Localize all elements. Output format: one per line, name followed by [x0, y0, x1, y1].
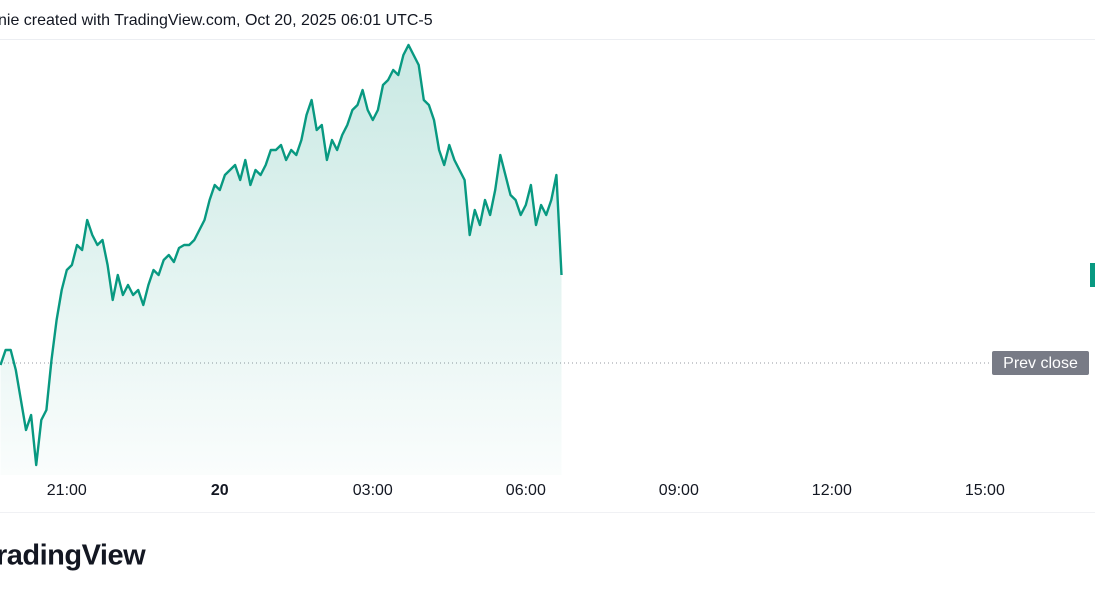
- x-tick-label: 12:00: [812, 482, 852, 499]
- x-tick-label: 15:00: [965, 482, 1005, 499]
- x-tick-label: 09:00: [659, 482, 699, 499]
- area: [0, 45, 562, 475]
- chart-title: nie created with TradingView.com, Oct 20…: [0, 12, 433, 29]
- x-tick-label: 06:00: [506, 482, 546, 499]
- logo: radingView: [0, 540, 146, 572]
- x-tick-label: 20: [211, 482, 229, 499]
- price-line: [0, 43, 563, 467]
- prev-close-badge: [992, 351, 1089, 375]
- x-tick-label: 21:00: [47, 482, 87, 499]
- last-price-marker: [1090, 263, 1095, 287]
- x-tick-label: 03:00: [353, 482, 393, 499]
- prev-close-label: Prev close: [1003, 355, 1078, 372]
